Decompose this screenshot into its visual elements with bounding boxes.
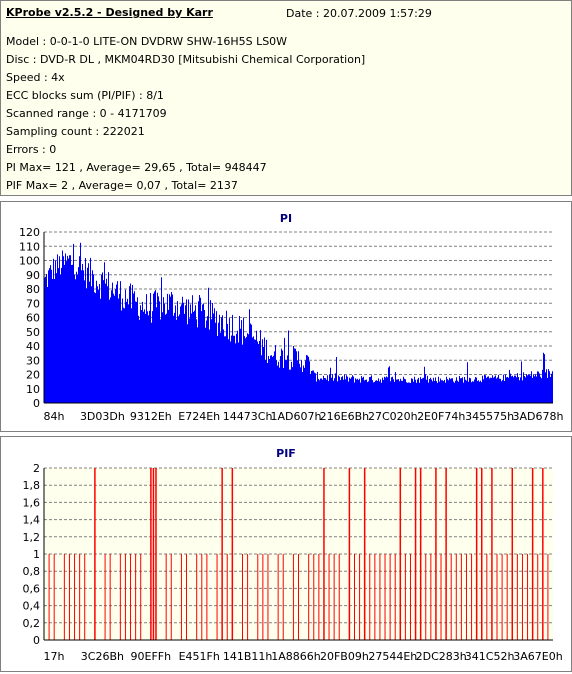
x-tick-label: 2DC283h — [416, 650, 467, 663]
y-tick-label: 50 — [26, 326, 40, 339]
y-tick-label: 0,2 — [23, 617, 41, 630]
y-tick-label: 0,8 — [23, 565, 41, 578]
y-tick-label: 60 — [26, 312, 40, 325]
pif-chart-panel: PIF 0 0,2 0,4 0,6 0,8 1 1,2 1,4 1,6 1,8 2 17h 3C26Bh 9… — [0, 436, 572, 672]
x-tick-label: 17h — [44, 650, 65, 663]
y-tick-label: 1,8 — [23, 479, 41, 492]
y-tick-label: 2 — [33, 462, 40, 475]
y-tick-label: 20 — [26, 369, 40, 382]
y-tick-label: 0,4 — [23, 600, 41, 613]
x-tick-label: 1A8866h — [271, 650, 321, 663]
app-title: KProbe v2.5.2 - Designed by Karr — [6, 6, 213, 19]
pif-chart-title: PIF — [276, 447, 296, 460]
y-tick-label: 40 — [26, 340, 40, 353]
y-tick-label: 0 — [33, 634, 40, 647]
x-tick-label: 90EFFh — [131, 650, 172, 663]
x-tick-label: 1AD607h — [271, 410, 322, 423]
ecc-line: ECC blocks sum (PI/PIF) : 8/1 — [6, 89, 164, 102]
y-tick-label: 1,4 — [23, 514, 41, 527]
x-tick-label: 14473Ch — [223, 410, 273, 423]
x-tick-label: 141B11h — [223, 650, 273, 663]
x-tick-label: 216E6Bh — [320, 410, 369, 423]
y-tick-label: 1,6 — [23, 496, 41, 509]
scan-date: Date : 20.07.2009 1:57:29 — [286, 7, 432, 20]
errors-line: Errors : 0 — [6, 143, 57, 156]
speed-line: Speed : 4x — [6, 71, 65, 84]
y-tick-label: 100 — [19, 255, 40, 268]
x-tick-label: 9312Eh — [130, 410, 172, 423]
range-line: Scanned range : 0 - 4171709 — [6, 107, 167, 120]
x-tick-label: 27544Eh — [368, 650, 417, 663]
x-tick-label: 27C020h — [368, 410, 418, 423]
y-tick-label: 1,2 — [23, 531, 41, 544]
pi-series — [44, 242, 553, 403]
y-tick-label: 30 — [26, 354, 40, 367]
x-tick-label: 3D03Dh — [80, 410, 125, 423]
y-tick-label: 80 — [26, 283, 40, 296]
x-tick-label: E451Fh — [179, 650, 220, 663]
x-tick-label: 341C52h — [465, 650, 515, 663]
y-tick-label: 0 — [33, 397, 40, 410]
x-tick-label: 20FB09h — [320, 650, 369, 663]
y-tick-label: 90 — [26, 269, 40, 282]
y-tick-label: 110 — [19, 240, 40, 253]
model-line: Model : 0-0-1-0 LITE-ON DVDRW SHW-16H5S … — [6, 35, 288, 48]
x-tick-label: E724Eh — [178, 410, 220, 423]
pif-chart: PIF 0 0,2 0,4 0,6 0,8 1 1,2 1,4 1,6 1,8 2 17h 3C26Bh 9… — [23, 447, 563, 663]
y-tick-label: 70 — [26, 297, 40, 310]
x-tick-label: 3A67E0h — [513, 650, 562, 663]
pi-chart-panel: PI 0 10 20 30 40 50 60 70 80 90 100 110 120 84h 3D03Dh 9… — [0, 201, 572, 432]
disc-line: Disc : DVD-R DL , MKM04RD30 [Mitsubishi … — [6, 53, 366, 66]
pi-chart-title: PI — [280, 212, 292, 225]
info-panel: KProbe v2.5.2 - Designed by Karr Date : … — [0, 0, 572, 196]
x-tick-label: 84h — [44, 410, 65, 423]
sampling-line: Sampling count : 222021 — [6, 125, 145, 138]
y-tick-label: 120 — [19, 226, 40, 239]
y-tick-label: 1 — [33, 548, 40, 561]
x-tick-label: 3AD678h — [513, 410, 564, 423]
x-tick-label: 345575h — [465, 410, 514, 423]
x-tick-label: 3C26Bh — [81, 650, 124, 663]
y-tick-label: 10 — [26, 383, 40, 396]
x-tick-label: 2E0F74h — [417, 410, 465, 423]
y-tick-label: 0,6 — [23, 582, 41, 595]
pi-stats-line: PI Max= 121 , Average= 29,65 , Total= 94… — [6, 161, 267, 174]
pif-stats-line: PIF Max= 2 , Average= 0,07 , Total= 2137 — [6, 179, 238, 192]
